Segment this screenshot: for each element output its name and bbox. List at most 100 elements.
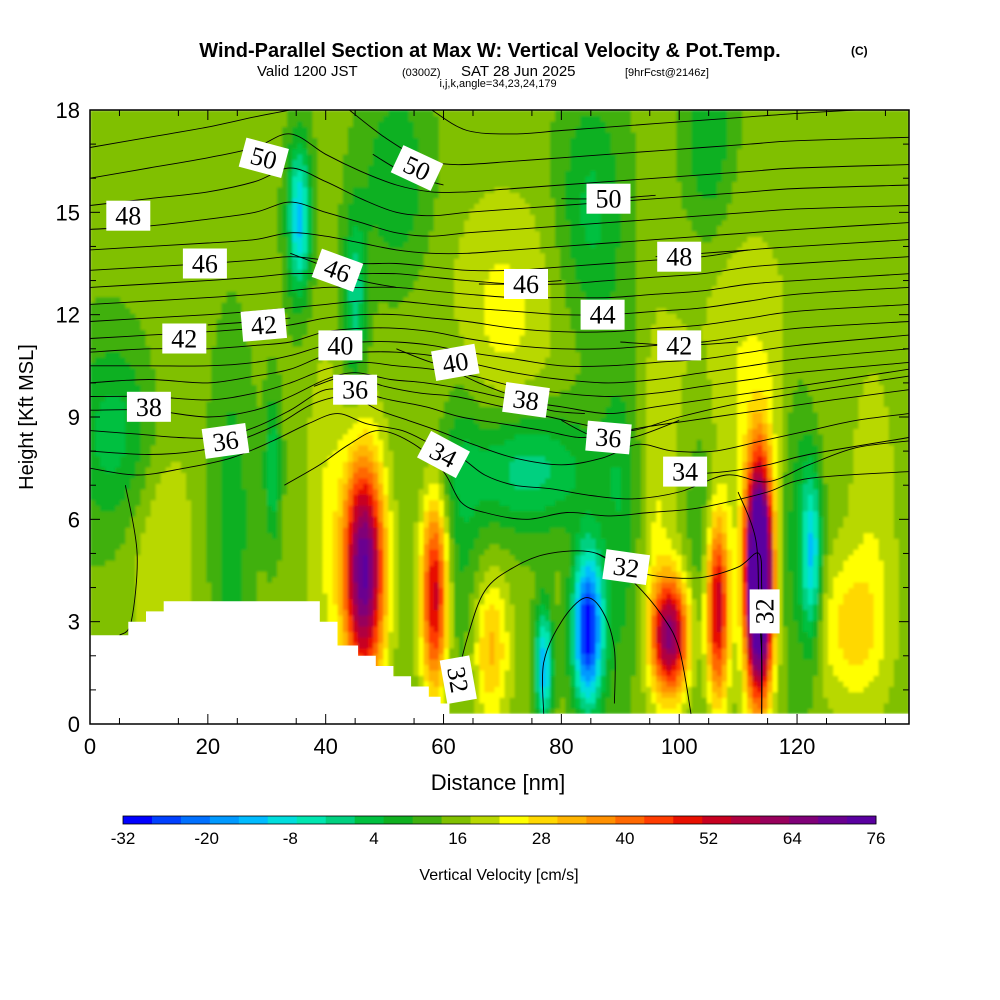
- velocity-cell: [246, 494, 268, 501]
- velocity-cell: [686, 362, 708, 369]
- velocity-cell: [352, 631, 359, 638]
- velocity-cell: [292, 192, 298, 199]
- velocity-cell: [352, 483, 364, 490]
- velocity-cell: [378, 461, 384, 468]
- velocity-cell: [873, 675, 895, 682]
- velocity-cell: [580, 697, 587, 704]
- velocity-cell: [474, 538, 571, 545]
- velocity-cell: [282, 302, 293, 309]
- velocity-cell: [742, 691, 748, 698]
- velocity-cell: [352, 527, 359, 534]
- velocity-cell: [499, 664, 511, 671]
- velocity-cell: [211, 346, 253, 353]
- velocity-cell: [580, 538, 597, 545]
- velocity-cell: [727, 686, 743, 693]
- velocity-cell: [646, 477, 678, 484]
- velocity-cell: [398, 532, 415, 539]
- velocity-cell: [352, 307, 359, 314]
- velocity-cell: [671, 614, 678, 622]
- velocity-cell: [777, 554, 784, 561]
- velocity-cell: [585, 603, 592, 611]
- velocity-cell: [898, 587, 909, 594]
- velocity-cell: [590, 587, 597, 594]
- velocity-cell: [636, 230, 698, 237]
- velocity-cell: [423, 258, 455, 265]
- velocity-cell: [479, 532, 571, 539]
- velocity-cell: [656, 691, 662, 698]
- velocity-cell: [590, 691, 597, 698]
- velocity-cell: [600, 587, 607, 594]
- velocity-cell: [641, 494, 647, 501]
- velocity-cell: [428, 587, 435, 594]
- velocity-cell: [312, 302, 339, 309]
- velocity-cell: [332, 560, 339, 567]
- velocity-cell: [610, 488, 622, 495]
- velocity-cell: [368, 236, 384, 243]
- velocity-cell: [550, 280, 566, 287]
- velocity-cell: [671, 620, 678, 627]
- velocity-cell: [828, 653, 844, 660]
- velocity-cell: [646, 593, 652, 600]
- velocity-cell: [454, 587, 475, 594]
- velocity-cell: [570, 576, 576, 583]
- velocity-cell: [555, 598, 561, 605]
- velocity-cell: [747, 691, 753, 698]
- velocity-cell: [737, 549, 743, 556]
- velocity-cell: [206, 527, 223, 534]
- velocity-cell: [266, 357, 278, 364]
- velocity-cell: [767, 439, 774, 446]
- velocity-cell: [716, 192, 733, 199]
- velocity-cell: [585, 647, 592, 654]
- velocity-cell: [767, 422, 774, 429]
- velocity-cell: [747, 521, 753, 528]
- velocity-cell: [352, 543, 359, 550]
- velocity-cell: [555, 680, 571, 687]
- velocity-cell: [550, 691, 556, 698]
- velocity-cell: [580, 554, 597, 561]
- velocity-cell: [575, 576, 581, 583]
- velocity-cell: [893, 664, 909, 671]
- velocity-cell: [585, 560, 597, 567]
- velocity-cell: [125, 494, 142, 501]
- velocity-cell: [514, 658, 531, 665]
- velocity-cell: [757, 477, 763, 484]
- velocity-cell: [823, 439, 854, 446]
- velocity-cell: [651, 669, 657, 676]
- velocity-cell: [752, 543, 769, 550]
- velocity-cell: [570, 450, 632, 457]
- velocity-cell: [580, 664, 587, 671]
- velocity-cell: [772, 384, 784, 391]
- velocity-cell: [656, 554, 672, 561]
- velocity-cell: [357, 538, 369, 545]
- velocity-cell: [393, 472, 425, 479]
- velocity-cell: [368, 499, 374, 506]
- velocity-cell: [90, 565, 137, 572]
- velocity-cell: [823, 488, 829, 495]
- velocity-cell: [494, 636, 501, 644]
- velocity-cell: [615, 653, 637, 660]
- velocity-cell: [873, 631, 885, 638]
- velocity-cell: [337, 225, 349, 232]
- velocity-cell: [454, 280, 485, 287]
- velocity-cell: [651, 620, 657, 627]
- velocity-cell: [373, 466, 379, 473]
- velocity-cell: [90, 450, 96, 457]
- velocity-cell: [777, 625, 784, 633]
- velocity-cell: [307, 587, 324, 594]
- velocity-cell: [373, 653, 379, 660]
- velocity-cell: [413, 532, 420, 539]
- velocity-cell: [347, 241, 364, 248]
- velocity-cell: [383, 576, 389, 583]
- velocity-cell: [428, 675, 440, 682]
- velocity-cell: [797, 560, 804, 567]
- velocity-cell: [357, 367, 369, 375]
- velocity-cell: [807, 505, 814, 512]
- velocity-cell: [706, 664, 713, 671]
- velocity-cell: [307, 483, 324, 490]
- velocity-cell: [727, 571, 733, 578]
- velocity-cell: [777, 510, 784, 517]
- velocity-cell: [823, 538, 829, 545]
- velocity-cell: [266, 450, 278, 457]
- velocity-cell: [317, 186, 344, 193]
- velocity-cell: [494, 186, 511, 193]
